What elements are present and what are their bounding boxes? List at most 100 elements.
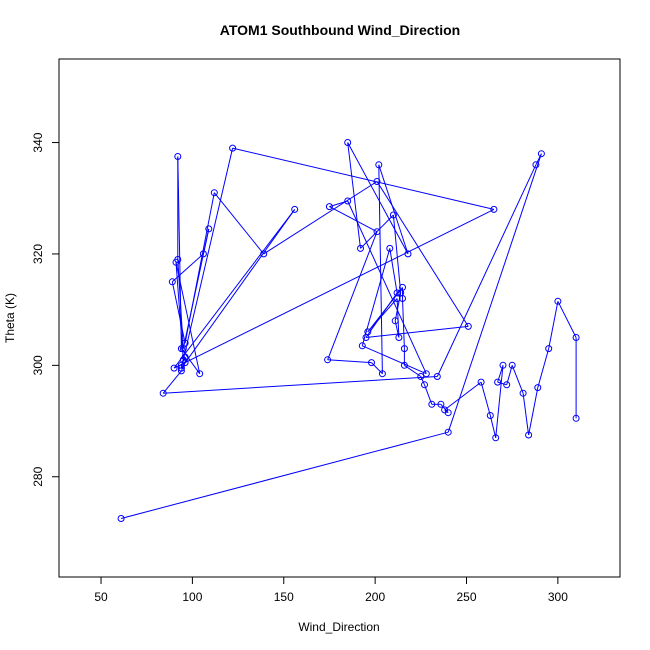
series-segment (329, 206, 378, 233)
data-point (159, 389, 167, 397)
series-segment (371, 362, 383, 375)
data-point (174, 153, 182, 160)
series-segment (347, 142, 409, 255)
plot-frame (58, 58, 621, 578)
series-segment (171, 253, 204, 283)
data-point (364, 328, 372, 336)
data-point (324, 356, 332, 364)
data-point (373, 228, 381, 236)
series-segment (173, 209, 296, 369)
data-point (399, 295, 406, 302)
data-point (441, 406, 449, 414)
series-segment (444, 409, 449, 414)
data-point (170, 364, 178, 372)
data-point (404, 250, 412, 258)
data-point (494, 378, 502, 386)
data-point (177, 345, 185, 353)
series-segment (511, 365, 524, 394)
data-point (229, 144, 237, 152)
series-segment (365, 325, 469, 338)
data-point (177, 364, 185, 372)
data-point (532, 161, 540, 169)
data-point (344, 197, 352, 205)
data-point (428, 400, 436, 408)
series-segment (447, 153, 542, 433)
series-segment (489, 415, 497, 438)
series-segment (171, 281, 186, 344)
series-segment (378, 164, 409, 255)
series-segment (362, 345, 427, 375)
series-segment (537, 348, 550, 388)
y-tick-label: 300 (31, 355, 45, 375)
data-point (260, 250, 268, 258)
data-point (386, 244, 394, 252)
series-segment (347, 200, 427, 374)
series-segment (177, 156, 182, 349)
data-point (417, 373, 425, 380)
series-segment (232, 147, 495, 210)
data-point (179, 356, 187, 364)
y-tick-label: 320 (31, 244, 45, 264)
data-point (196, 370, 204, 378)
data-point (117, 515, 125, 522)
data-point (205, 225, 213, 233)
data-point (444, 428, 452, 436)
series-segment (436, 164, 537, 377)
series-segment (535, 153, 542, 166)
data-point (358, 342, 366, 350)
data-point (199, 250, 207, 258)
data-point (389, 211, 397, 219)
data-point (174, 256, 182, 263)
data-point (368, 359, 375, 367)
data-point (433, 373, 441, 380)
series-segment (528, 387, 539, 436)
series-segment (327, 231, 378, 360)
series-line (120, 142, 577, 519)
series-segment (182, 147, 234, 360)
data-point (210, 189, 218, 197)
series-segment (177, 259, 184, 349)
data-point (168, 278, 176, 286)
data-point (554, 297, 562, 305)
y-axis: 280 300 320 340 (31, 132, 59, 487)
series-segment (173, 208, 495, 369)
data-point (477, 378, 485, 386)
x-tick-label: 100 (182, 590, 202, 604)
data-point (519, 389, 527, 397)
series-segment (180, 348, 201, 374)
x-tick-label: 150 (274, 590, 294, 604)
series-segment (263, 181, 378, 255)
series-segment (327, 359, 372, 364)
data-point (375, 161, 383, 169)
series-segment (184, 192, 215, 344)
data-point (357, 244, 364, 252)
series-segment (444, 381, 482, 411)
series-segment (495, 365, 504, 438)
data-point (545, 345, 553, 353)
data-point (508, 361, 516, 369)
series-segment (420, 376, 425, 386)
series-segment (213, 192, 265, 255)
data-point (291, 205, 299, 213)
series-segment (480, 381, 491, 416)
data-point (464, 322, 472, 330)
data-point (572, 414, 580, 422)
series-segment (367, 287, 403, 333)
y-axis-label: Theta (K) (3, 293, 17, 343)
series-segment (120, 431, 449, 519)
series-segment (522, 393, 530, 436)
series-segment (497, 381, 507, 386)
chart-title: ATOM1 Southbound Wind_Direction (220, 22, 460, 38)
x-axis: 50 100 150 200 250 300 (94, 577, 568, 604)
data-point (421, 381, 428, 389)
x-tick-label: 250 (456, 590, 476, 604)
series-segment (396, 298, 400, 338)
series-segment (202, 228, 210, 255)
data-point (534, 384, 542, 392)
x-axis-label: Wind_Direction (298, 620, 379, 634)
series-segment (389, 248, 398, 293)
series-segment (378, 164, 383, 374)
y-tick-label: 280 (31, 466, 45, 486)
data-point (400, 345, 408, 353)
series-segment (548, 301, 559, 349)
